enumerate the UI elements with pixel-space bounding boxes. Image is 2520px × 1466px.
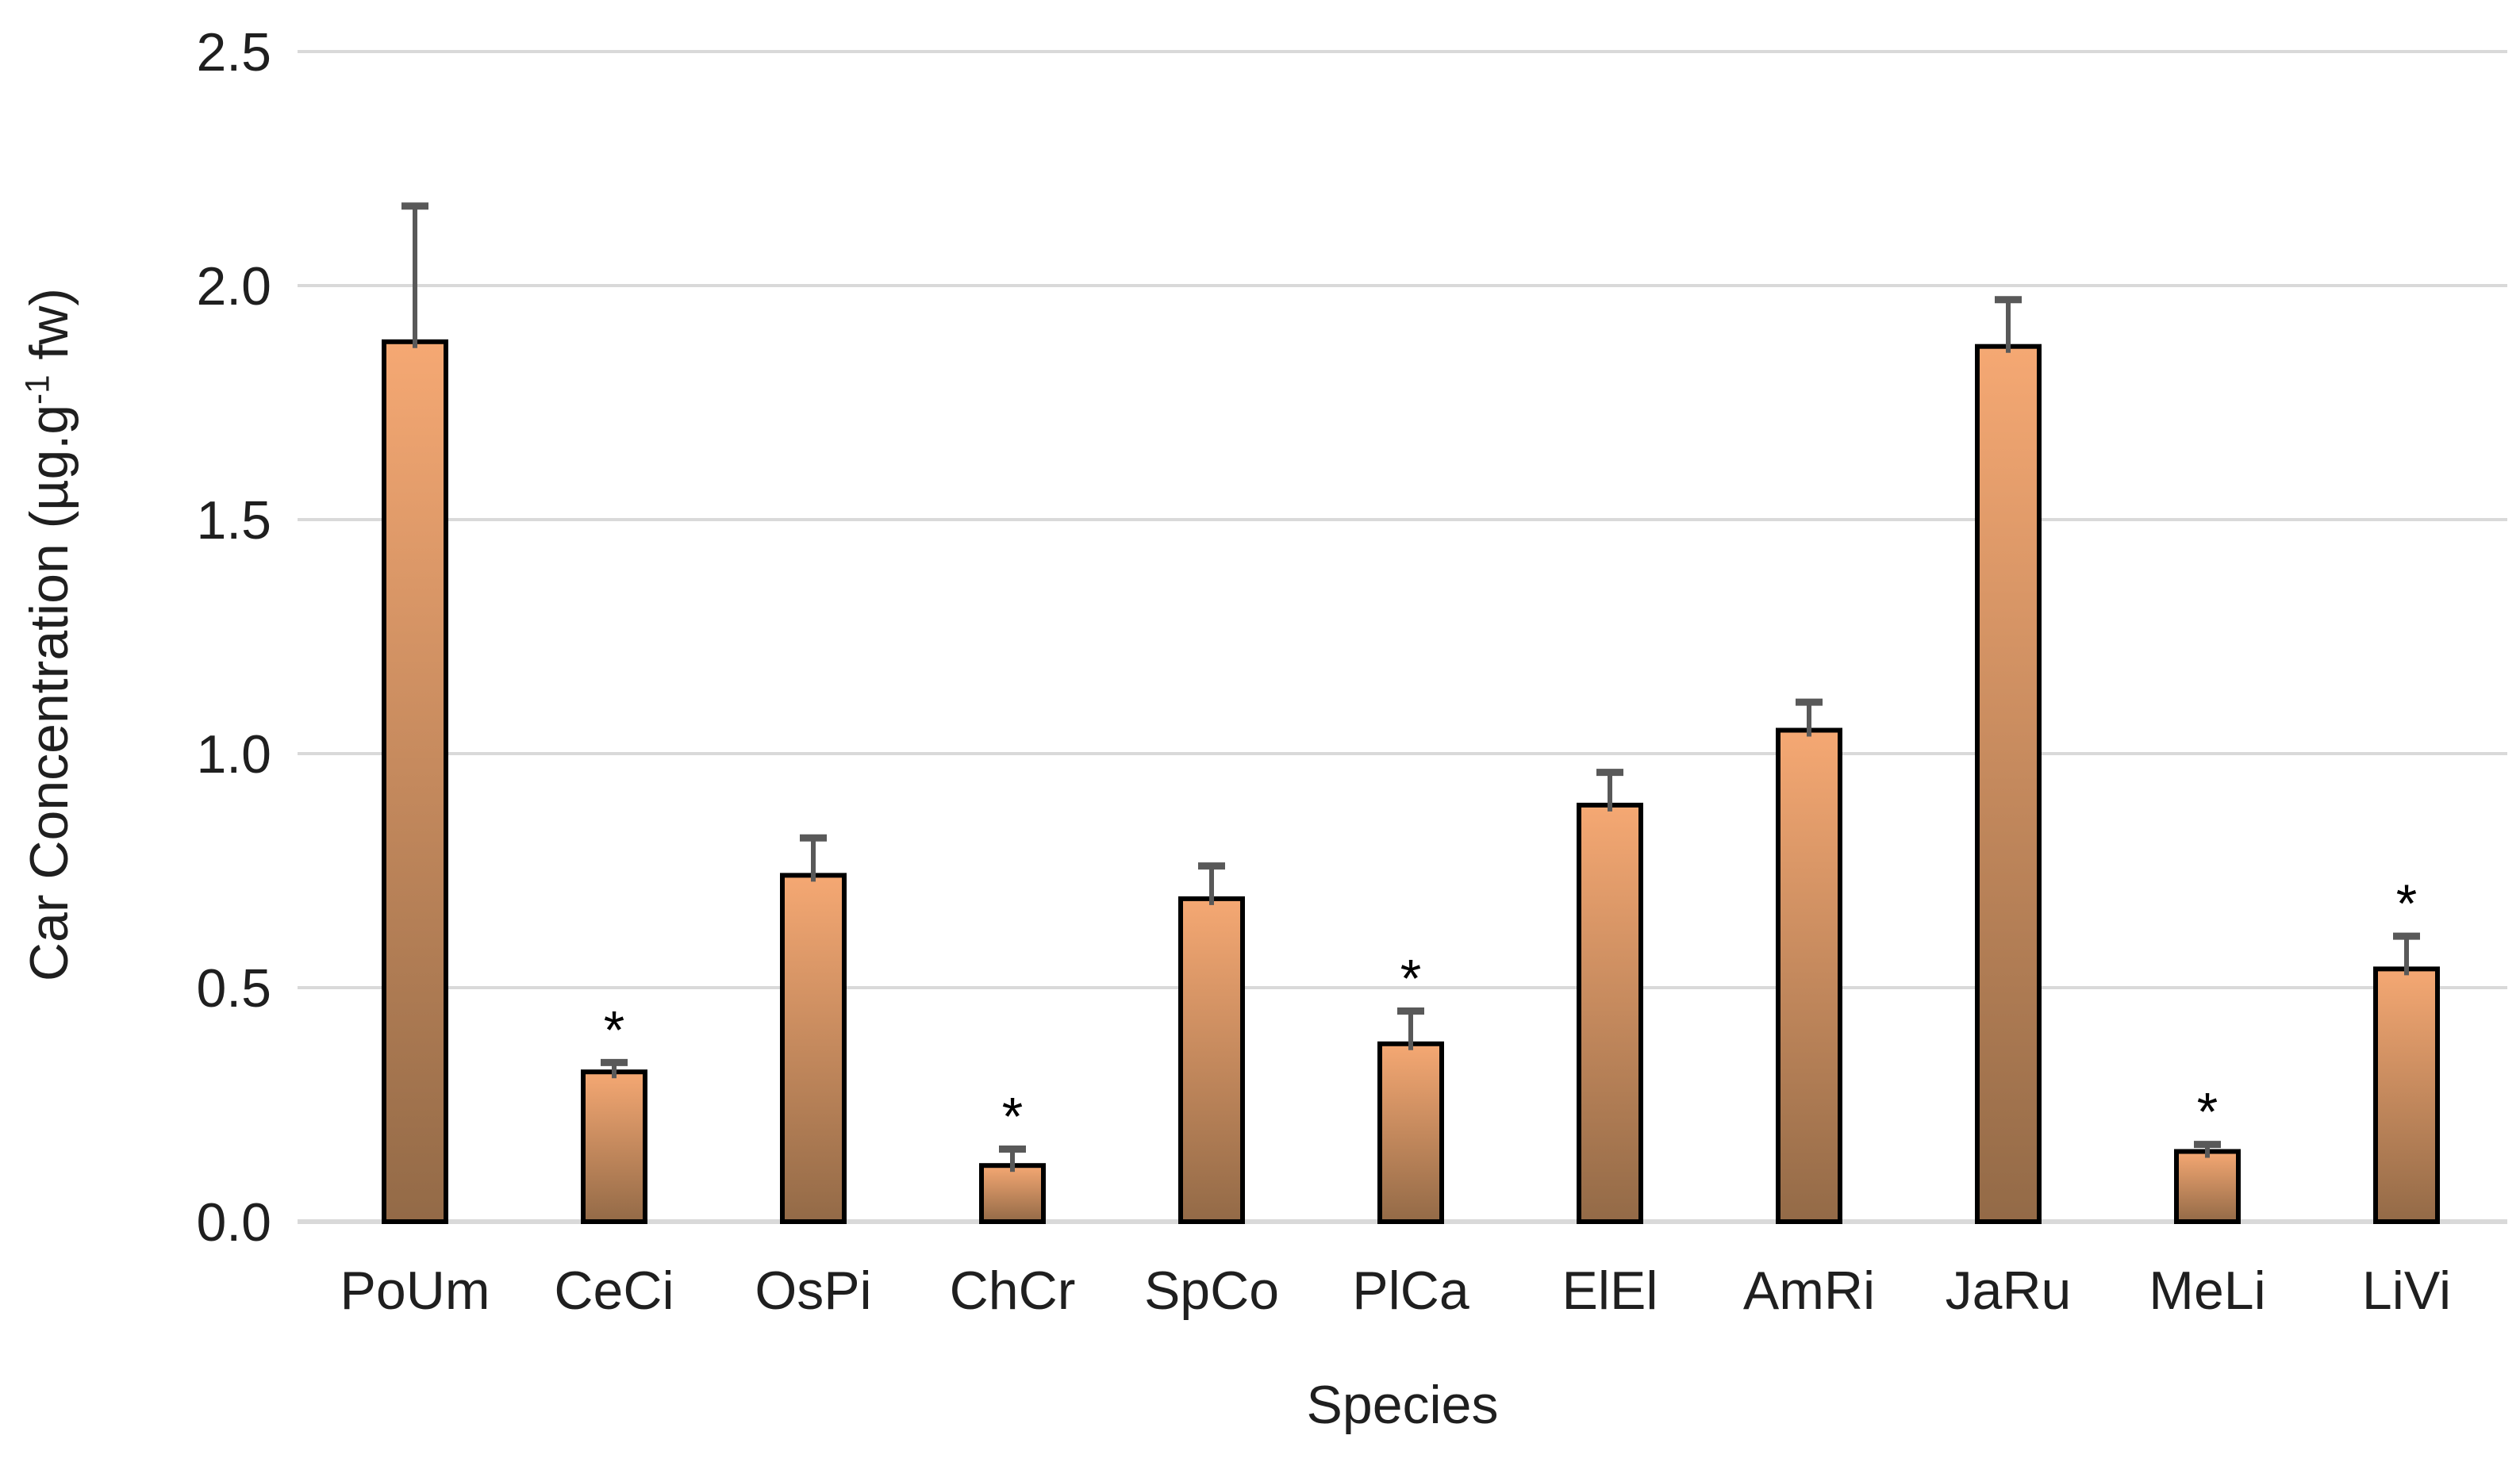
y-tick-label: 2.0 [196, 256, 271, 317]
y-axis-title-suffix: fw) [19, 287, 79, 375]
y-axis-title: Car Concentration (µg.g-1 fw) [18, 288, 80, 981]
x-tick-label-LiVi: LiVi [2362, 1261, 2451, 1321]
x-tick-label-AmRi: AmRi [1743, 1261, 1875, 1321]
bar-SpCo [1178, 896, 1245, 1225]
x-tick-label-ChCr: ChCr [950, 1261, 1076, 1321]
bar-PoUm [382, 339, 448, 1224]
y-tick-label: 1.0 [196, 724, 271, 785]
x-tick-label-CeCi: CeCi [554, 1261, 674, 1321]
y-axis-title-superscript: -1 [18, 374, 56, 405]
significance-star-MeLi: * [2197, 1082, 2218, 1142]
y-axis-title-text: Car Concentration (µg.g [19, 404, 79, 982]
significance-star-ChCr: * [1002, 1087, 1023, 1147]
y-tick-label: 2.5 [196, 22, 271, 83]
bar-PlCa [1377, 1041, 1444, 1225]
x-tick-label-ElEl: ElEl [1562, 1261, 1658, 1321]
significance-star-LiVi: * [2396, 873, 2417, 934]
bar-JaRu [1975, 343, 2042, 1225]
x-tick-label-PlCa: PlCa [1352, 1261, 1469, 1321]
significance-star-CeCi: * [604, 1000, 624, 1060]
x-tick-label-PoUm: PoUm [340, 1261, 490, 1321]
bar-ElEl [1577, 802, 1643, 1224]
x-axis-title: Species [1306, 1375, 1499, 1435]
bar-MeLi [2174, 1149, 2241, 1224]
x-tick-label-SpCo: SpCo [1144, 1261, 1279, 1321]
bar-CeCi [581, 1069, 647, 1224]
bar-ChCr [979, 1163, 1046, 1224]
bar-LiVi [2373, 966, 2440, 1225]
y-tick-label: 0.0 [196, 1192, 271, 1253]
significance-star-PlCa: * [1400, 949, 1421, 1009]
x-tick-label-MeLi: MeLi [2149, 1261, 2265, 1321]
bar-AmRi [1776, 727, 1842, 1224]
y-tick-label: 0.5 [196, 958, 271, 1019]
bar-OsPi [780, 873, 847, 1225]
y-tick-label: 1.5 [196, 490, 271, 551]
x-tick-label-OsPi: OsPi [755, 1261, 871, 1321]
x-tick-label-JaRu: JaRu [1946, 1261, 2072, 1321]
